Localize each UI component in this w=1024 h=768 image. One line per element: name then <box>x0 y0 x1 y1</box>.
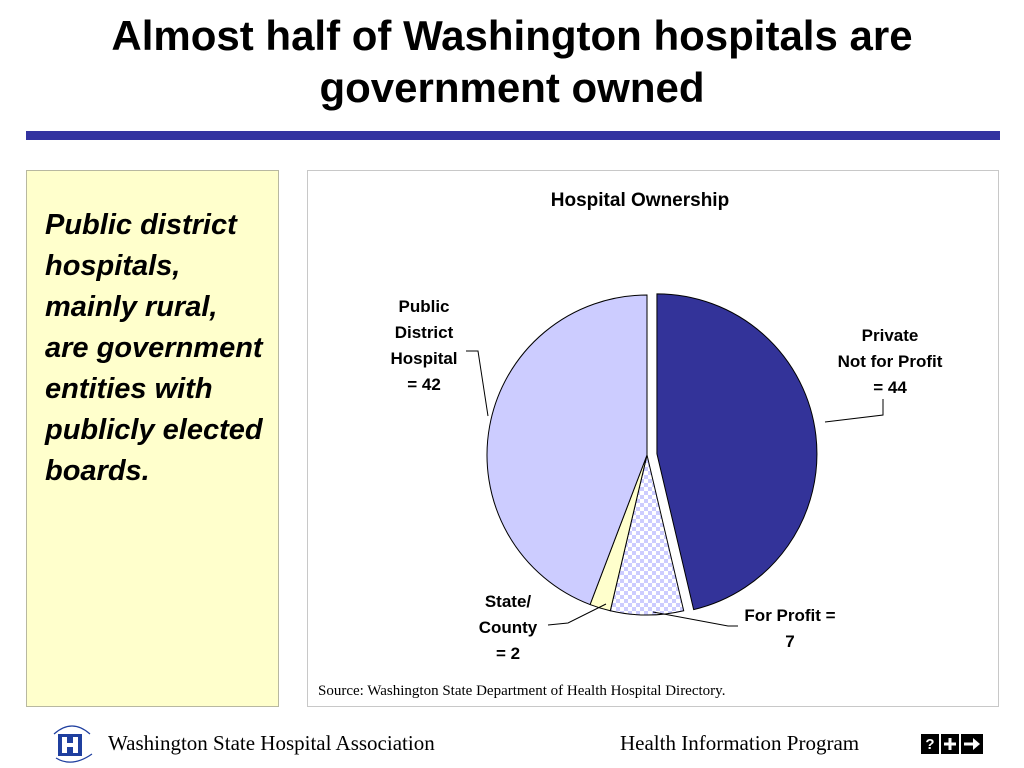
slide-title: Almost half of Washington hospitals are … <box>0 10 1024 114</box>
slice-label: State/County = 2 <box>479 592 538 663</box>
callout-text: Public district hospitals, mainly rural,… <box>45 209 263 487</box>
chart-panel: Hospital Ownership Private Not for Profit… <box>307 170 999 707</box>
svg-text:?: ? <box>925 736 934 753</box>
callout-box: Public district hospitals, mainly rural,… <box>26 170 279 707</box>
leader-line <box>466 350 489 417</box>
next-arrow-icon[interactable] <box>961 734 983 754</box>
leader-line <box>824 399 884 423</box>
help-button[interactable]: ? <box>921 734 939 754</box>
slice-label: Private Not for Profit = 44 <box>838 326 943 397</box>
title-line-2: government owned <box>319 64 705 111</box>
pie-slice-public-district-hospital <box>486 294 648 606</box>
pie-chart: Hospital Ownership Private Not for Profit… <box>390 190 943 663</box>
title-line-1: Almost half of Washington hospitals are <box>111 12 913 59</box>
leader-line <box>652 611 738 627</box>
association-logo <box>53 725 93 763</box>
plus-icon[interactable] <box>941 734 959 754</box>
slice-label: Public District Hospital = 42 <box>390 297 457 394</box>
footer-program: Health Information Program <box>620 731 860 755</box>
pie-slice-private-not-for-profit <box>656 293 818 611</box>
footer-organization: Washington State Hospital Association <box>108 731 435 755</box>
leader-line <box>547 603 607 626</box>
source-note: Source: Washington State Department of H… <box>318 683 726 699</box>
slide-navigation: ? <box>921 734 983 754</box>
slice-label: For Profit = 7 <box>744 606 835 651</box>
title-divider <box>26 131 1000 140</box>
chart-title: Hospital Ownership <box>551 190 729 211</box>
